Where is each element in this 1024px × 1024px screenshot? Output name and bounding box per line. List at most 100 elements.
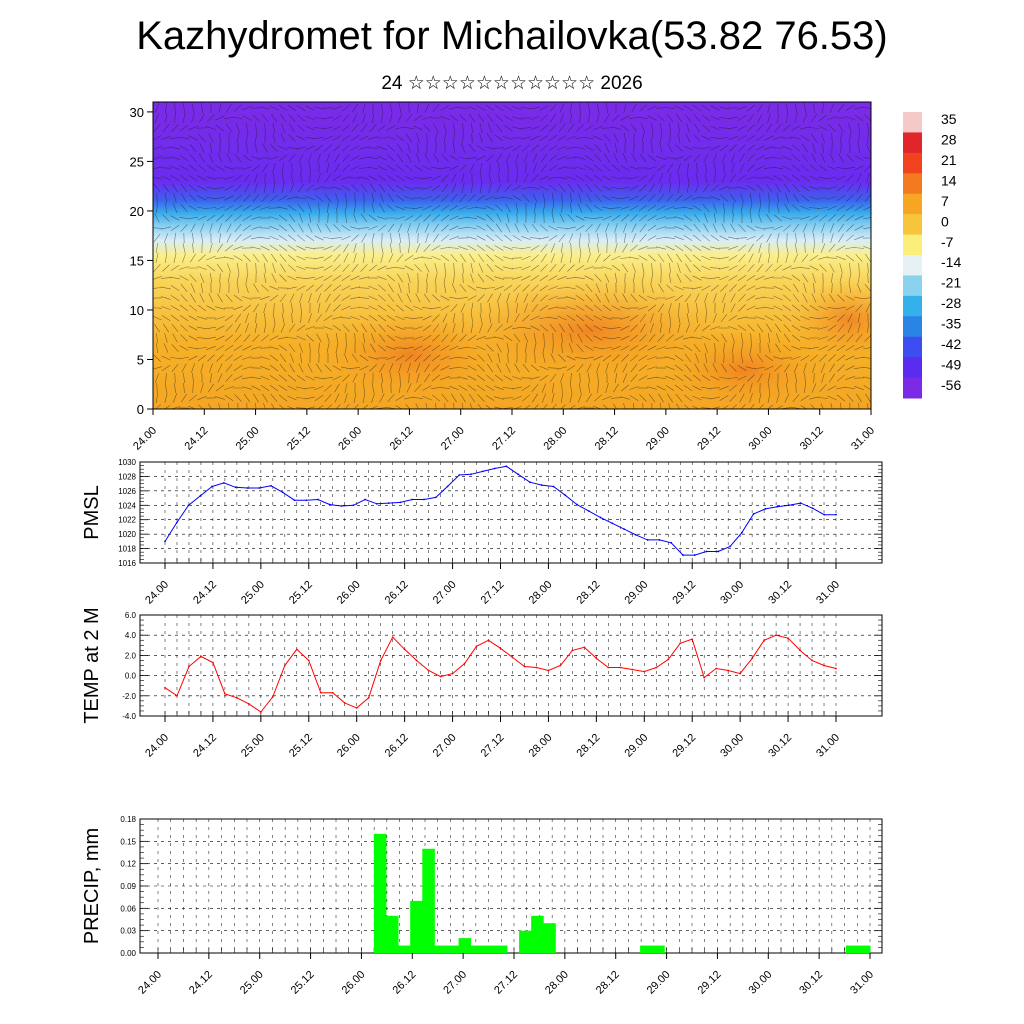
series-point bbox=[258, 487, 261, 489]
heatmap-xtick-label: 25.12 bbox=[285, 425, 313, 453]
series-point bbox=[587, 510, 590, 512]
series-point bbox=[775, 634, 777, 637]
series-point bbox=[293, 499, 296, 502]
colorbar-label: -14 bbox=[941, 254, 961, 270]
precip-bar bbox=[652, 945, 665, 953]
xtick-label: 24.12 bbox=[191, 579, 219, 607]
axis-title: TEMP at 2 M bbox=[81, 607, 103, 723]
xtick-label: 29.12 bbox=[670, 732, 698, 760]
xtick-label: 31.00 bbox=[814, 732, 842, 760]
series-point bbox=[517, 473, 520, 476]
series-point bbox=[470, 473, 472, 476]
series-point bbox=[399, 501, 402, 504]
series-point bbox=[176, 694, 178, 697]
series-point bbox=[571, 649, 574, 652]
series-point bbox=[505, 465, 508, 468]
series-point bbox=[387, 502, 390, 505]
warm-core-4 bbox=[790, 280, 871, 360]
series-point bbox=[340, 505, 343, 507]
series-point bbox=[246, 487, 249, 489]
xtick-label: 29.00 bbox=[622, 732, 650, 760]
series-point bbox=[811, 659, 813, 662]
xtick-label: 28.00 bbox=[527, 732, 555, 760]
series-point bbox=[188, 665, 190, 668]
series-point bbox=[355, 707, 358, 709]
series-point bbox=[682, 554, 684, 556]
xtick-label: 29.12 bbox=[670, 579, 698, 607]
xtick-label: 30.12 bbox=[797, 969, 825, 997]
warm-core-1 bbox=[320, 310, 500, 400]
xtick-label: 26.00 bbox=[340, 969, 368, 997]
series-point bbox=[247, 702, 250, 705]
xtick-label: 25.00 bbox=[239, 579, 267, 607]
xtick-label: 26.00 bbox=[335, 579, 363, 607]
series-point bbox=[705, 550, 708, 553]
series-point bbox=[776, 505, 779, 508]
series-point bbox=[487, 639, 490, 642]
warm-core-2 bbox=[460, 280, 720, 380]
heatmap-ytick-label: 5 bbox=[137, 352, 144, 367]
wind-vector-overlay bbox=[153, 102, 871, 409]
colorbar-swatch bbox=[903, 275, 922, 297]
heatmap-xtick-label: 31.00 bbox=[849, 425, 877, 453]
series-point bbox=[607, 666, 610, 669]
series-point bbox=[411, 498, 414, 501]
precip-bar bbox=[386, 915, 399, 953]
colorbar-label: 21 bbox=[941, 152, 957, 168]
ytick-label: 6.0 bbox=[125, 611, 137, 620]
axis-title: PMSL bbox=[81, 485, 103, 539]
precip-bar bbox=[845, 945, 859, 953]
ytick-label: 1016 bbox=[118, 559, 136, 568]
wind-vectors bbox=[153, 102, 871, 409]
xtick-label: 31.00 bbox=[848, 969, 876, 997]
series-point bbox=[415, 659, 418, 662]
series-point bbox=[667, 658, 670, 661]
series-point bbox=[375, 502, 378, 505]
series-point bbox=[727, 669, 730, 672]
series-point bbox=[434, 496, 437, 499]
xtick-label: 27.00 bbox=[441, 969, 469, 997]
series-point bbox=[623, 528, 626, 530]
precip-bar bbox=[458, 938, 472, 953]
precip-bar bbox=[494, 945, 508, 953]
precip-bar bbox=[434, 945, 447, 953]
precip-bar bbox=[531, 915, 544, 953]
series-point bbox=[599, 516, 602, 519]
series-point bbox=[187, 504, 190, 507]
series-point bbox=[559, 664, 562, 667]
series-point bbox=[511, 656, 514, 659]
heatmap-ytick-label: 10 bbox=[130, 303, 144, 318]
xtick-label: 24.12 bbox=[187, 969, 215, 997]
xtick-label: 30.12 bbox=[766, 579, 794, 607]
xtick-label: 30.00 bbox=[718, 732, 746, 760]
precip-bar bbox=[422, 848, 435, 953]
precip-bar bbox=[410, 900, 423, 953]
colorbar-label: 7 bbox=[941, 193, 949, 209]
series-point bbox=[631, 668, 634, 671]
xtick-label: 25.00 bbox=[239, 732, 267, 760]
series-point bbox=[458, 474, 461, 476]
series-point bbox=[646, 539, 649, 541]
precip-panel: 0.00 0.03 0.06 0.09 0.12 0.15 0.18 24.00 24.12 25… bbox=[81, 815, 883, 997]
colorbar-label: -7 bbox=[941, 234, 954, 250]
series-point bbox=[364, 498, 367, 501]
series-point bbox=[211, 485, 213, 488]
xtick-label: 29.12 bbox=[696, 969, 724, 997]
precip-bar bbox=[640, 945, 653, 953]
series-point bbox=[799, 502, 802, 505]
temperature-cross-section-panel: 0 5 10 15 20 25 30 24.00 24.12 25.00 25.12 26.00 26.… bbox=[130, 101, 877, 453]
precip-bar bbox=[482, 945, 496, 953]
series-point bbox=[535, 666, 538, 669]
xtick-label: 27.00 bbox=[431, 579, 459, 607]
series-point bbox=[823, 664, 825, 667]
ytick-label: 1020 bbox=[118, 530, 136, 539]
series-point bbox=[283, 664, 286, 667]
series-point bbox=[481, 470, 484, 473]
series-point bbox=[328, 503, 331, 506]
series-point bbox=[307, 659, 310, 662]
colorbar-label: 14 bbox=[941, 173, 957, 189]
xtick-label: 28.00 bbox=[527, 579, 555, 607]
ytick-label: 0.00 bbox=[120, 949, 136, 958]
ytick-label: 0.15 bbox=[120, 837, 136, 846]
